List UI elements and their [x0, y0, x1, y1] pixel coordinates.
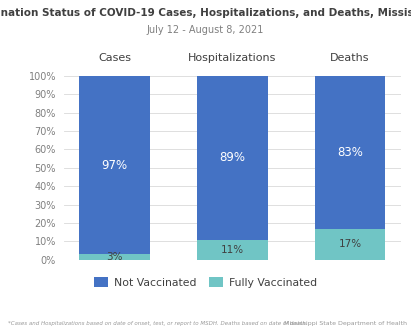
- Text: 89%: 89%: [219, 151, 245, 164]
- Bar: [315, 229, 386, 260]
- Text: 17%: 17%: [339, 239, 362, 249]
- Bar: [79, 76, 150, 254]
- Text: 3%: 3%: [106, 252, 122, 262]
- Text: Vaccination Status of COVID-19 Cases, Hospitalizations, and Deaths, Mississippi: Vaccination Status of COVID-19 Cases, Ho…: [0, 8, 411, 18]
- Text: Cases: Cases: [98, 53, 131, 63]
- Text: *Cases and Hospitalizations based on date of onset, test, or report to MSDH. Dea: *Cases and Hospitalizations based on dat…: [8, 321, 308, 326]
- Legend: Not Vaccinated, Fully Vaccinated: Not Vaccinated, Fully Vaccinated: [90, 273, 321, 292]
- Bar: [197, 240, 268, 260]
- Text: 97%: 97%: [102, 159, 127, 171]
- Text: July 12 - August 8, 2021: July 12 - August 8, 2021: [147, 25, 264, 35]
- Text: Hospitalizations: Hospitalizations: [188, 53, 277, 63]
- Text: 11%: 11%: [221, 245, 244, 255]
- Bar: [315, 76, 386, 229]
- Text: Mississippi State Department of Health: Mississippi State Department of Health: [284, 321, 407, 326]
- Bar: [197, 76, 268, 240]
- Text: Deaths: Deaths: [330, 53, 370, 63]
- Text: 83%: 83%: [337, 146, 363, 159]
- Bar: [79, 254, 150, 260]
